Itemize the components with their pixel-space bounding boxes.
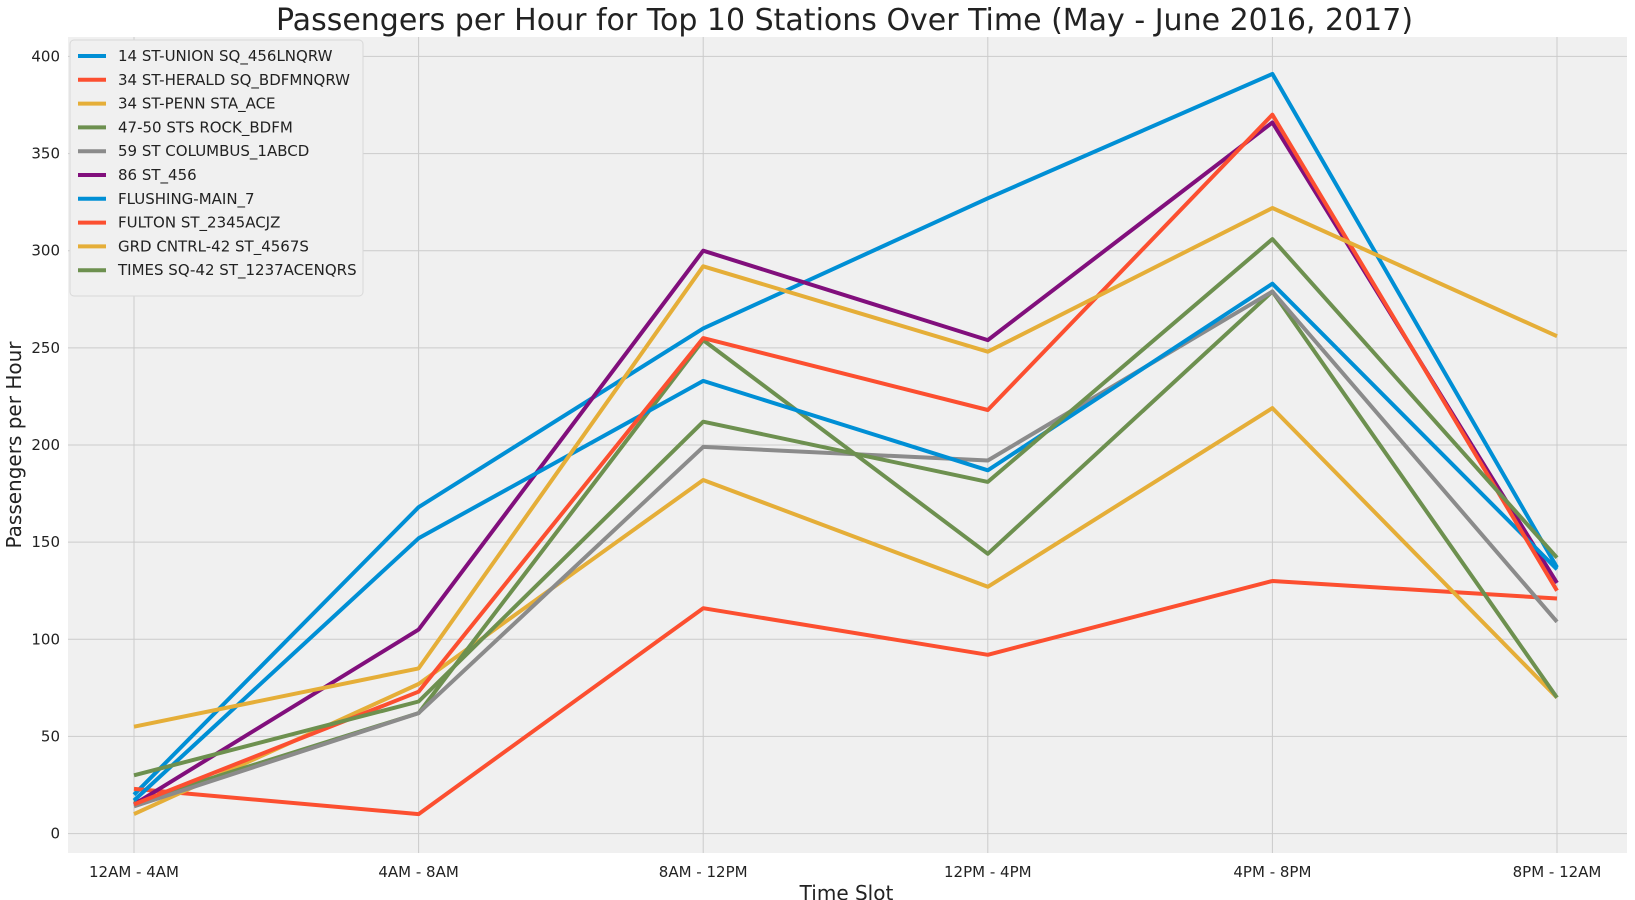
legend-label: 34 ST-PENN STA_ACE [118, 95, 276, 114]
legend-label: FLUSHING-MAIN_7 [118, 190, 255, 209]
legend-label: GRD CNTRL-42 ST_4567S [118, 237, 309, 256]
series-line-3 [133, 406, 1559, 816]
x-tick-label: 12AM - 4AM [89, 863, 179, 881]
legend: 14 ST-UNION SQ_456LNQRW 34 ST-HERALD SQ_B… [69, 39, 364, 297]
y-tick-label: 400 [31, 47, 60, 65]
y-axis-label: Passengers per Hour [2, 341, 26, 549]
y-tick-label: 300 [31, 242, 60, 260]
legend-label: TIMES SQ-42 ST_1237ACENQRS [117, 261, 357, 280]
y-axis-ticks: 0 50 100 150 200 250 300 350 400 [31, 47, 60, 842]
legend-label: 34 ST-HERALD SQ_BDFMNQRW [118, 71, 350, 90]
series-line-7 [132, 281, 1559, 802]
legend-label: 14 ST-UNION SQ_456LNQRW [118, 47, 333, 66]
x-tick-label: 4AM - 8AM [378, 863, 458, 881]
y-tick-label: 350 [31, 145, 60, 163]
y-tick-label: 0 [50, 825, 60, 843]
x-tick-label: 8PM - 12AM [1513, 863, 1602, 881]
legend-label: 59 ST COLUMBUS_1ABCD [118, 142, 309, 161]
series-line-9 [133, 206, 1558, 729]
y-tick-label: 250 [31, 339, 60, 357]
series-line-6 [132, 120, 1559, 807]
x-tick-label: 8AM - 12PM [659, 863, 748, 881]
chart-title: Passengers per Hour for Top 10 Stations … [276, 3, 1413, 38]
y-tick-label: 100 [31, 630, 60, 648]
series-line-2 [133, 579, 1558, 817]
legend-label: FULTON ST_2345ACJZ [118, 214, 280, 233]
x-tick-label: 12PM - 4PM [944, 863, 1032, 881]
series-lines [132, 71, 1559, 817]
series-line-1 [132, 71, 1559, 797]
y-tick-label: 200 [31, 436, 60, 454]
series-line-10 [133, 237, 1559, 778]
legend-box [69, 39, 364, 297]
y-tick-label: 150 [31, 533, 60, 551]
x-axis-label: Time Slot [799, 881, 894, 900]
legend-label: 47-50 STS ROCK_BDFM [118, 118, 293, 137]
legend-label: 86 ST_456 [118, 166, 197, 185]
series-line-8 [133, 112, 1559, 807]
y-tick-label: 50 [41, 727, 60, 745]
x-axis-ticks: 12AM - 4AM 4AM - 8AM 8AM - 12PM 12PM - 4PM 4… [89, 863, 1601, 881]
x-tick-label: 4PM - 8PM [1233, 863, 1311, 881]
